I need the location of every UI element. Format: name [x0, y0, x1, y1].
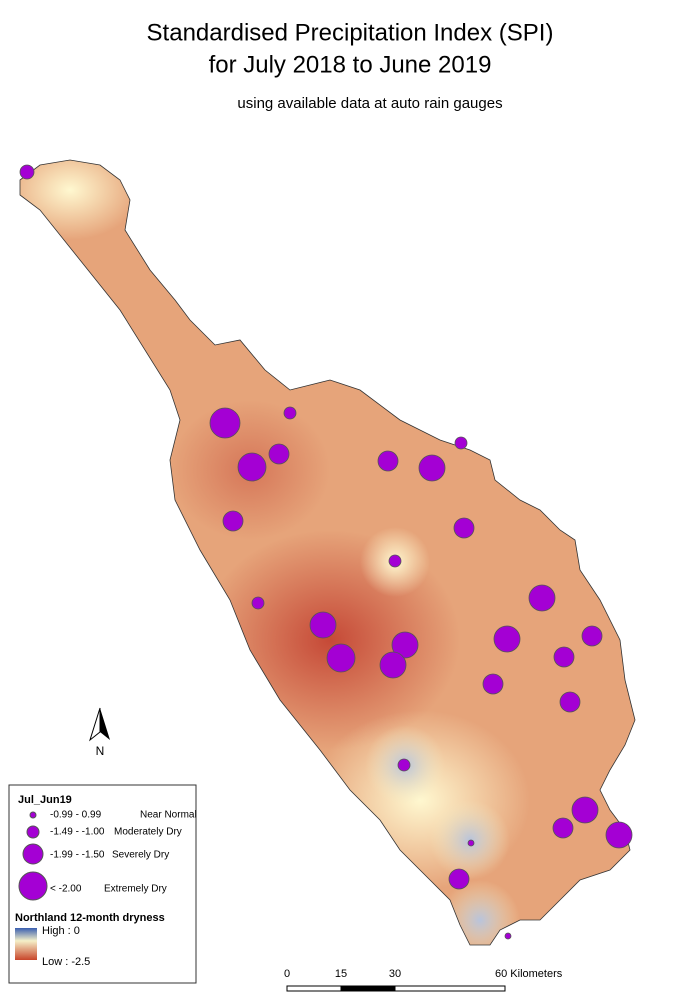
title: Standardised Precipitation Index (SPI) [147, 19, 554, 46]
legend-low: Low : -2.5 [42, 956, 90, 968]
north-arrow: N [89, 707, 110, 758]
legend-title: Northland 12-month dryness [15, 912, 165, 924]
legend: Jul_Jun19 -0.99 - 0.99 Near Normal -1.49… [8, 784, 197, 984]
subtitle: using available data at auto rain gauges [237, 95, 502, 112]
legend-item: Severely Dry [112, 850, 169, 861]
legend-item: Extremely Dry [104, 884, 167, 895]
rain-gauges [19, 164, 633, 940]
north-label: N [96, 744, 105, 758]
legend-item: -0.99 - 0.99 [50, 810, 102, 821]
legend-high: High : 0 [42, 925, 80, 937]
legend-item: -1.99 - -1.50 [50, 850, 105, 861]
legend-item: < -2.00 [50, 884, 82, 895]
title: for July 2018 to June 2019 [209, 51, 492, 78]
scale-label: 60 Kilometers [495, 968, 563, 980]
legend-item: -1.49 - -1.00 [50, 827, 105, 838]
scale-bar: 0 15 30 60 Kilometers [284, 968, 563, 992]
scale-label: 15 [335, 968, 347, 980]
legend-item: Near Normal [140, 810, 197, 821]
legend-item: Moderately Dry [114, 827, 182, 838]
scale-label: 0 [284, 968, 290, 980]
legend-title: Jul_Jun19 [18, 794, 72, 806]
scale-label: 30 [389, 968, 401, 980]
